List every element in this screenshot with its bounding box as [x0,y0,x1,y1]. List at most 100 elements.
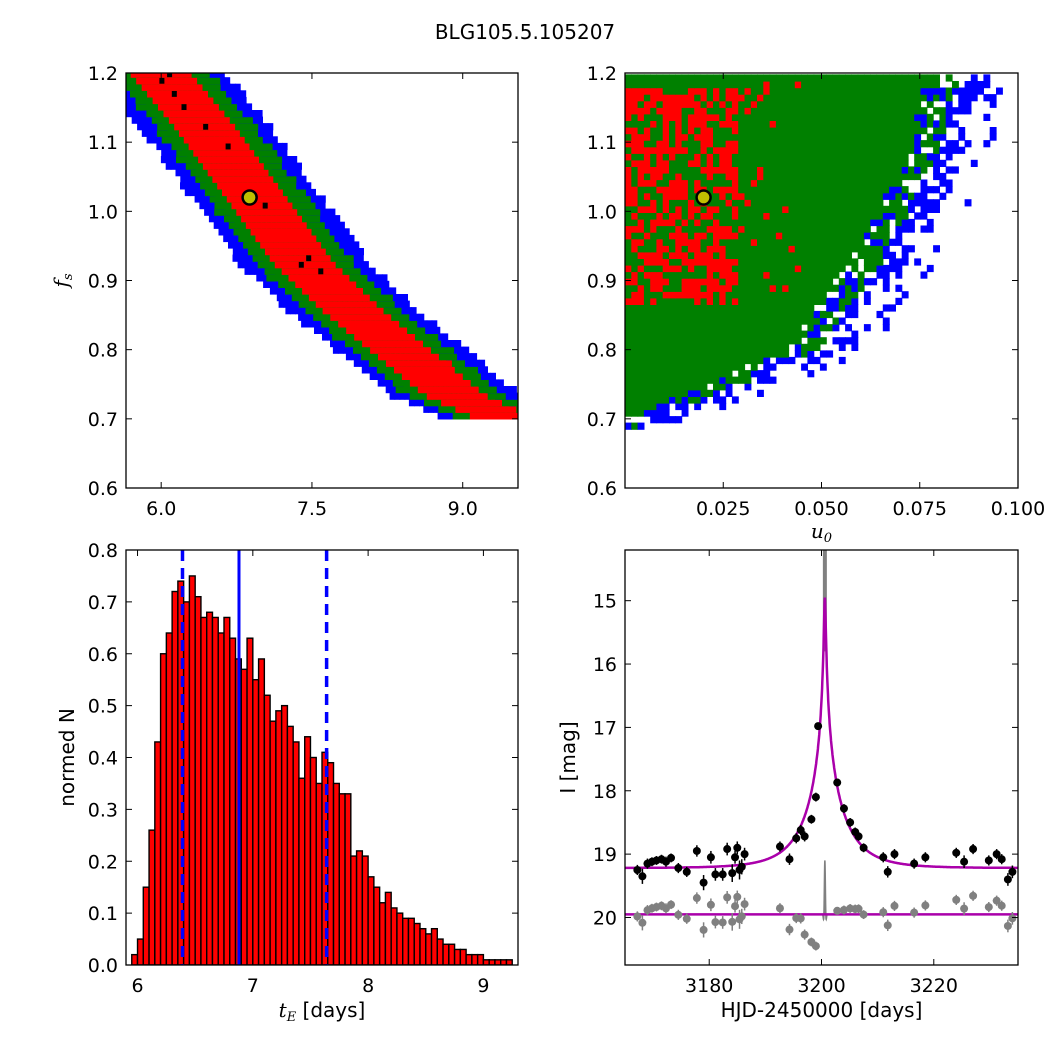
green-cell [876,251,884,259]
data-point [839,804,848,813]
red-cell [675,120,683,128]
red-cell [223,149,230,157]
x-tick-label: 3200 [797,975,845,997]
histogram-bar [402,917,410,965]
green-cell [409,326,416,334]
red-cell [228,149,235,157]
blue-cell [945,100,953,108]
green-cell [870,258,878,266]
green-cell [763,264,771,273]
green-cell [794,107,802,115]
blue-cell [151,136,158,144]
green-cell [757,133,764,141]
red-cell [382,340,388,348]
green-cell [251,149,258,157]
histogram-bar [131,953,139,965]
red-cell [377,340,383,348]
data-point [674,864,683,873]
red-cell [320,300,327,308]
red-cell [234,136,240,144]
green-cell [832,179,840,187]
green-cell [788,291,796,299]
green-cell [675,310,683,319]
green-cell [851,127,859,135]
green-cell [719,107,727,115]
green-cell [845,94,852,102]
blue-cell [977,81,984,89]
green-cell [801,284,808,292]
green-cell [643,291,651,299]
green-cell [738,186,746,194]
green-cell [782,146,790,154]
green-cell [310,307,317,315]
red-cell [637,87,645,95]
red-cell [738,225,746,233]
green-cell [914,87,922,95]
green-cell [819,81,827,89]
green-cell [681,172,689,181]
histogram-bar [378,902,387,965]
green-cell [713,363,720,371]
green-cell [813,107,821,115]
green-cell [757,113,764,121]
green-cell [308,228,315,236]
red-cell [276,208,283,216]
red-cell [625,199,632,207]
red-cell [198,103,204,111]
green-cell [838,140,846,148]
blue-cell [241,110,248,118]
green-cell [681,389,689,397]
green-cell [738,297,746,305]
green-cell [863,81,871,89]
green-cell [769,140,777,148]
green-cell [681,87,689,95]
blue-cell [281,162,287,170]
blue-cell [488,379,494,387]
red-cell [482,392,488,400]
blue-cell [445,340,452,348]
red-cell [637,291,645,299]
green-cell [882,238,890,246]
green-cell [662,225,670,233]
red-cell [520,412,526,419]
red-cell [419,366,425,374]
green-cell [719,172,727,181]
green-cell [788,192,796,200]
green-cell [738,113,746,121]
green-cell [819,146,827,154]
green-cell [662,356,670,365]
green-cell [146,103,152,111]
blue-cell [920,271,928,279]
green-cell [788,140,796,148]
green-cell [731,324,739,332]
green-cell [769,258,777,266]
red-cell [270,248,276,256]
blue-cell [371,274,378,282]
green-cell [398,313,405,321]
y-axis-label: I [mag] [556,721,580,793]
red-cell [694,291,702,299]
green-cell [788,238,796,246]
red-cell [321,267,328,275]
green-cell [819,140,827,148]
green-cell [845,199,852,207]
green-cell [719,218,727,227]
residual-point [992,896,1001,905]
red-cell [731,278,739,286]
green-cell [838,166,846,174]
blue-cell [286,162,292,170]
red-cell [199,123,205,131]
green-cell [952,81,959,89]
green-cell [625,376,632,384]
blue-cell [882,271,890,279]
green-cell [838,133,846,141]
red-cell [669,94,676,102]
blue-cell [353,254,359,262]
green-cell [266,162,272,170]
blue-cell [964,81,972,89]
red-cell [202,162,209,170]
red-cell [468,386,474,394]
green-cell [744,120,752,128]
green-cell [318,234,325,243]
green-cell [750,159,758,167]
